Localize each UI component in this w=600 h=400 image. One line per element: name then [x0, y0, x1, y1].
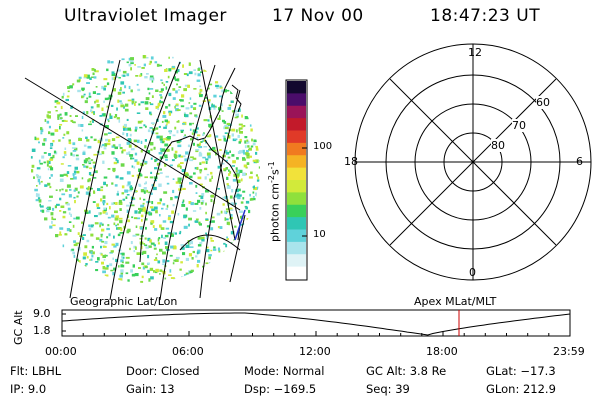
polar-lat-70: 70	[512, 119, 526, 132]
colorbar-segment	[287, 204, 306, 218]
date-label: 17 Nov 00	[272, 6, 364, 26]
polar-label-18: 18	[344, 155, 358, 168]
orbit-y-min: 1.8	[33, 324, 51, 337]
geographic-label: Geographic Lat/Lon	[70, 295, 178, 308]
colorbar-segment	[287, 105, 306, 119]
polar-grid	[354, 43, 592, 281]
colorbar-segment	[287, 241, 306, 255]
colorbar-segment	[287, 266, 306, 280]
time-label: 18:47:23 UT	[430, 6, 541, 26]
seq-info: Seq: 39	[366, 382, 410, 396]
dsp-info: Dsp: −169.5	[244, 382, 317, 396]
mode-info: Mode: Normal	[244, 364, 325, 378]
orbit-x-tick-4: 23:59	[553, 345, 585, 358]
door-info: Door: Closed	[126, 364, 200, 378]
gain-info: Gain: 13	[126, 382, 175, 396]
colorbar-segment	[287, 142, 306, 156]
colorbar-unit-label: photon cm-2s-1	[267, 161, 282, 242]
orbit-x-tick-2: 12:00	[299, 345, 331, 358]
geographic-grid	[24, 59, 246, 301]
glon-info: GLon: 212.9	[486, 382, 556, 396]
coastline	[139, 67, 242, 263]
colorbar-tick-10: 10	[313, 229, 326, 240]
colorbar-segment	[287, 180, 306, 193]
colorbar-segment	[287, 229, 306, 243]
polar-label-0: 0	[469, 266, 476, 279]
polar-lat-80: 80	[491, 139, 505, 152]
orbit-altitude-curve	[61, 312, 571, 336]
polar-label-12: 12	[468, 46, 482, 59]
colorbar-segment	[287, 93, 306, 107]
orbit-x-tick-1: 06:00	[172, 345, 204, 358]
colorbar-segment	[287, 155, 306, 169]
spacecraft-track	[234, 209, 246, 241]
colorbar-segment	[287, 167, 306, 181]
apex-label: Apex MLat/MLT	[414, 295, 497, 308]
instrument-title: Ultraviolet Imager	[64, 6, 227, 26]
orbit-y-max: 9.0	[33, 307, 51, 320]
auroral-image	[30, 53, 260, 283]
colorbar-segment	[287, 118, 306, 131]
colorbar-segment	[287, 254, 306, 268]
orbit-x-tick-0: 00:00	[45, 345, 77, 358]
colorbar-segment	[287, 192, 306, 206]
ip-info: IP: 9.0	[10, 382, 47, 396]
gc-alt-info: GC Alt: 3.8 Re	[366, 364, 447, 378]
orbit-x-tick-3: 18:00	[426, 345, 458, 358]
orbit-axis-title: GC Alt	[12, 310, 25, 345]
colorbar	[285, 79, 308, 281]
colorbar-segment	[287, 130, 306, 144]
colorbar-segment	[287, 217, 306, 230]
polar-label-6: 6	[576, 155, 583, 168]
polar-lat-60: 60	[536, 96, 550, 109]
filter-info: Flt: LBHL	[10, 364, 62, 378]
glat-info: GLat: −17.3	[486, 364, 556, 378]
colorbar-tick-100: 100	[313, 141, 333, 152]
orbit-plot	[61, 309, 571, 337]
colorbar-segment	[287, 81, 306, 94]
